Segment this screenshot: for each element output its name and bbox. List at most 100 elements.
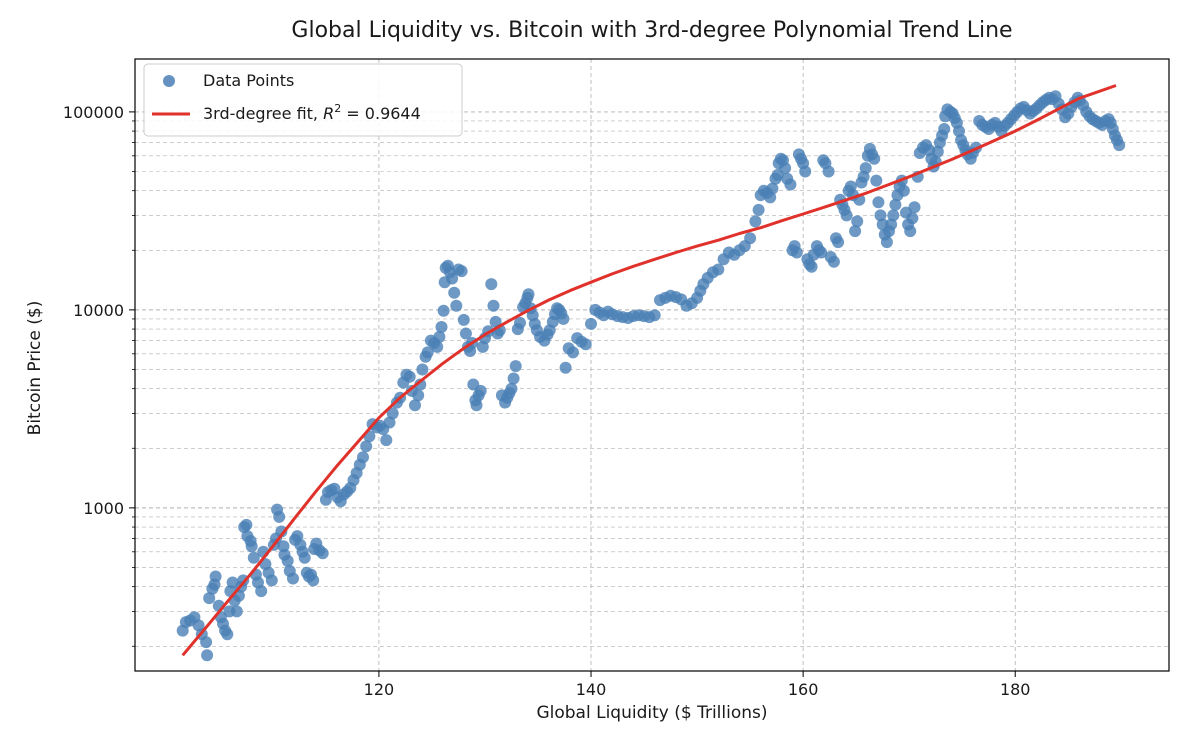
data-point (953, 125, 965, 138)
data-point (868, 152, 881, 165)
legend: Data Points 3rd-degree fit, R2 = 0.9644 (143, 63, 463, 137)
legend-box (143, 63, 463, 137)
data-point (585, 317, 597, 330)
data-point (849, 225, 862, 238)
data-point (403, 370, 416, 383)
y-tick-label: 1000 (83, 499, 124, 518)
data-point (906, 212, 919, 225)
data-point (412, 389, 425, 402)
data-point (874, 209, 887, 222)
data-point (446, 272, 459, 285)
data-point (433, 330, 446, 343)
data-point (557, 312, 570, 325)
data-point (805, 260, 818, 273)
data-point (885, 218, 898, 231)
data-point (209, 570, 222, 583)
data-point (799, 165, 812, 178)
data-point (851, 215, 864, 228)
data-point (859, 162, 872, 175)
data-point (487, 299, 500, 312)
data-point (386, 407, 399, 420)
data-point (559, 361, 572, 374)
data-point (931, 145, 944, 158)
data-point (822, 165, 835, 178)
data-point (247, 551, 260, 564)
data-point (579, 338, 592, 351)
data-point (815, 246, 828, 259)
data-points (176, 90, 1126, 662)
plot-frame (134, 58, 1170, 672)
trend-line-layer (181, 84, 1117, 657)
chart-title: Global Liquidity vs. Bitcoin with 3rd-de… (291, 18, 1013, 43)
data-point (265, 574, 278, 587)
data-point (507, 372, 520, 385)
data-point (514, 316, 526, 329)
data-point (567, 346, 579, 359)
data-point (437, 304, 450, 317)
data-point (887, 209, 900, 222)
data-point (744, 232, 757, 245)
data-point (203, 592, 216, 605)
data-point (908, 201, 921, 214)
data-point (380, 434, 393, 447)
data-point (450, 299, 463, 312)
data-point (779, 162, 792, 175)
data-point (749, 215, 762, 228)
data-point (316, 547, 329, 560)
data-point (275, 525, 288, 538)
trend-line (181, 84, 1117, 657)
data-point (414, 378, 427, 391)
data-point (766, 182, 779, 195)
data-point (273, 510, 286, 523)
data-point (752, 203, 765, 216)
data-point (485, 278, 498, 291)
data-point (889, 198, 902, 211)
data-point (281, 554, 294, 567)
data-point (431, 340, 444, 353)
data-point (435, 321, 448, 333)
data-point (221, 628, 234, 641)
data-point (827, 255, 840, 268)
data-point (880, 236, 893, 249)
data-point (1113, 139, 1126, 152)
data-point (455, 265, 468, 278)
y-tick-label: 10000 (73, 301, 124, 320)
x-tick-label: 180 (1000, 680, 1031, 699)
x-tick-label: 120 (364, 680, 395, 699)
data-point (648, 309, 661, 322)
x-axis-label: Global Liquidity ($ Trillions) (536, 703, 768, 723)
data-point (360, 440, 373, 453)
data-point (790, 246, 803, 259)
data-point (505, 382, 518, 395)
data-point (240, 518, 253, 531)
data-point (470, 399, 483, 412)
data-point (522, 288, 535, 301)
data-point (255, 585, 268, 598)
x-tick-label: 140 (576, 680, 607, 699)
data-point (383, 416, 396, 429)
data-point (457, 313, 470, 326)
data-point (298, 551, 311, 564)
data-point (459, 327, 472, 340)
data-point (840, 209, 853, 222)
data-point (712, 263, 725, 276)
data-point (245, 540, 258, 553)
legend-label-data-points: Data Points (203, 71, 294, 90)
data-point (200, 636, 213, 649)
data-point (421, 346, 434, 359)
legend-marker-data-points (163, 75, 175, 87)
data-point (938, 123, 951, 135)
data-point (357, 451, 369, 464)
data-point (416, 363, 429, 376)
data-point (230, 605, 243, 618)
legend-label-fit: 3rd-degree fit, R2 = 0.9644 (203, 102, 421, 123)
x-tick-label: 160 (788, 680, 819, 699)
data-point (448, 286, 461, 299)
data-point (897, 184, 910, 197)
data-point (904, 225, 917, 238)
axis-ticks: 120 140 160 180 1000 10000 100000 (63, 103, 1031, 699)
data-point (509, 360, 522, 373)
data-point (870, 174, 883, 187)
y-axis-label: Bitcoin Price ($) (25, 300, 45, 436)
